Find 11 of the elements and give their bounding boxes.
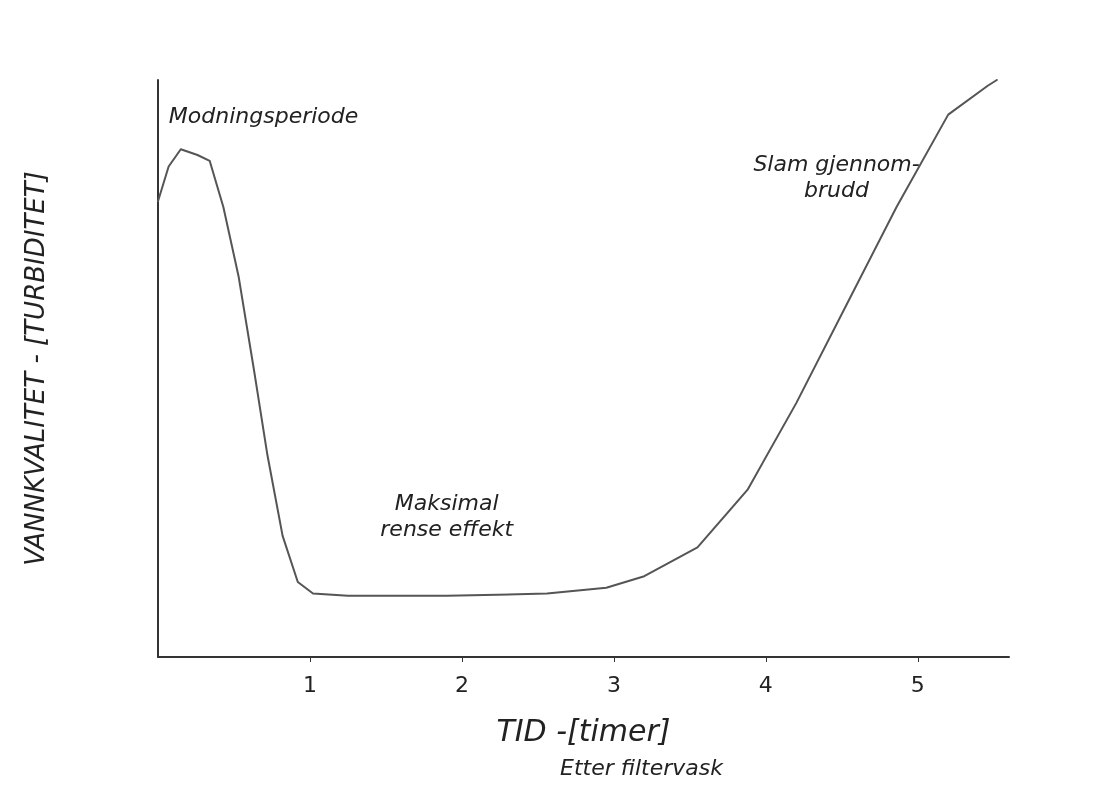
text: Etter filtervask (560, 754, 725, 780)
x-tick-label: 2 (454, 671, 469, 697)
annotation: Maksimal rense effekt (380, 490, 515, 542)
x-tick-label: 4 (758, 671, 773, 697)
x-tick-label: 5 (910, 671, 925, 697)
annotation: Slam gjennom- brudd (753, 151, 920, 203)
x-axis-title: TID -[timer] (496, 712, 671, 748)
annotation: Modningsperiode (168, 102, 359, 128)
x-tick-label: 3 (606, 671, 621, 697)
y-axis-title: VANNKVALITET - [TURBIDITET] (20, 171, 50, 566)
x-tick-label: 1 (302, 671, 317, 697)
